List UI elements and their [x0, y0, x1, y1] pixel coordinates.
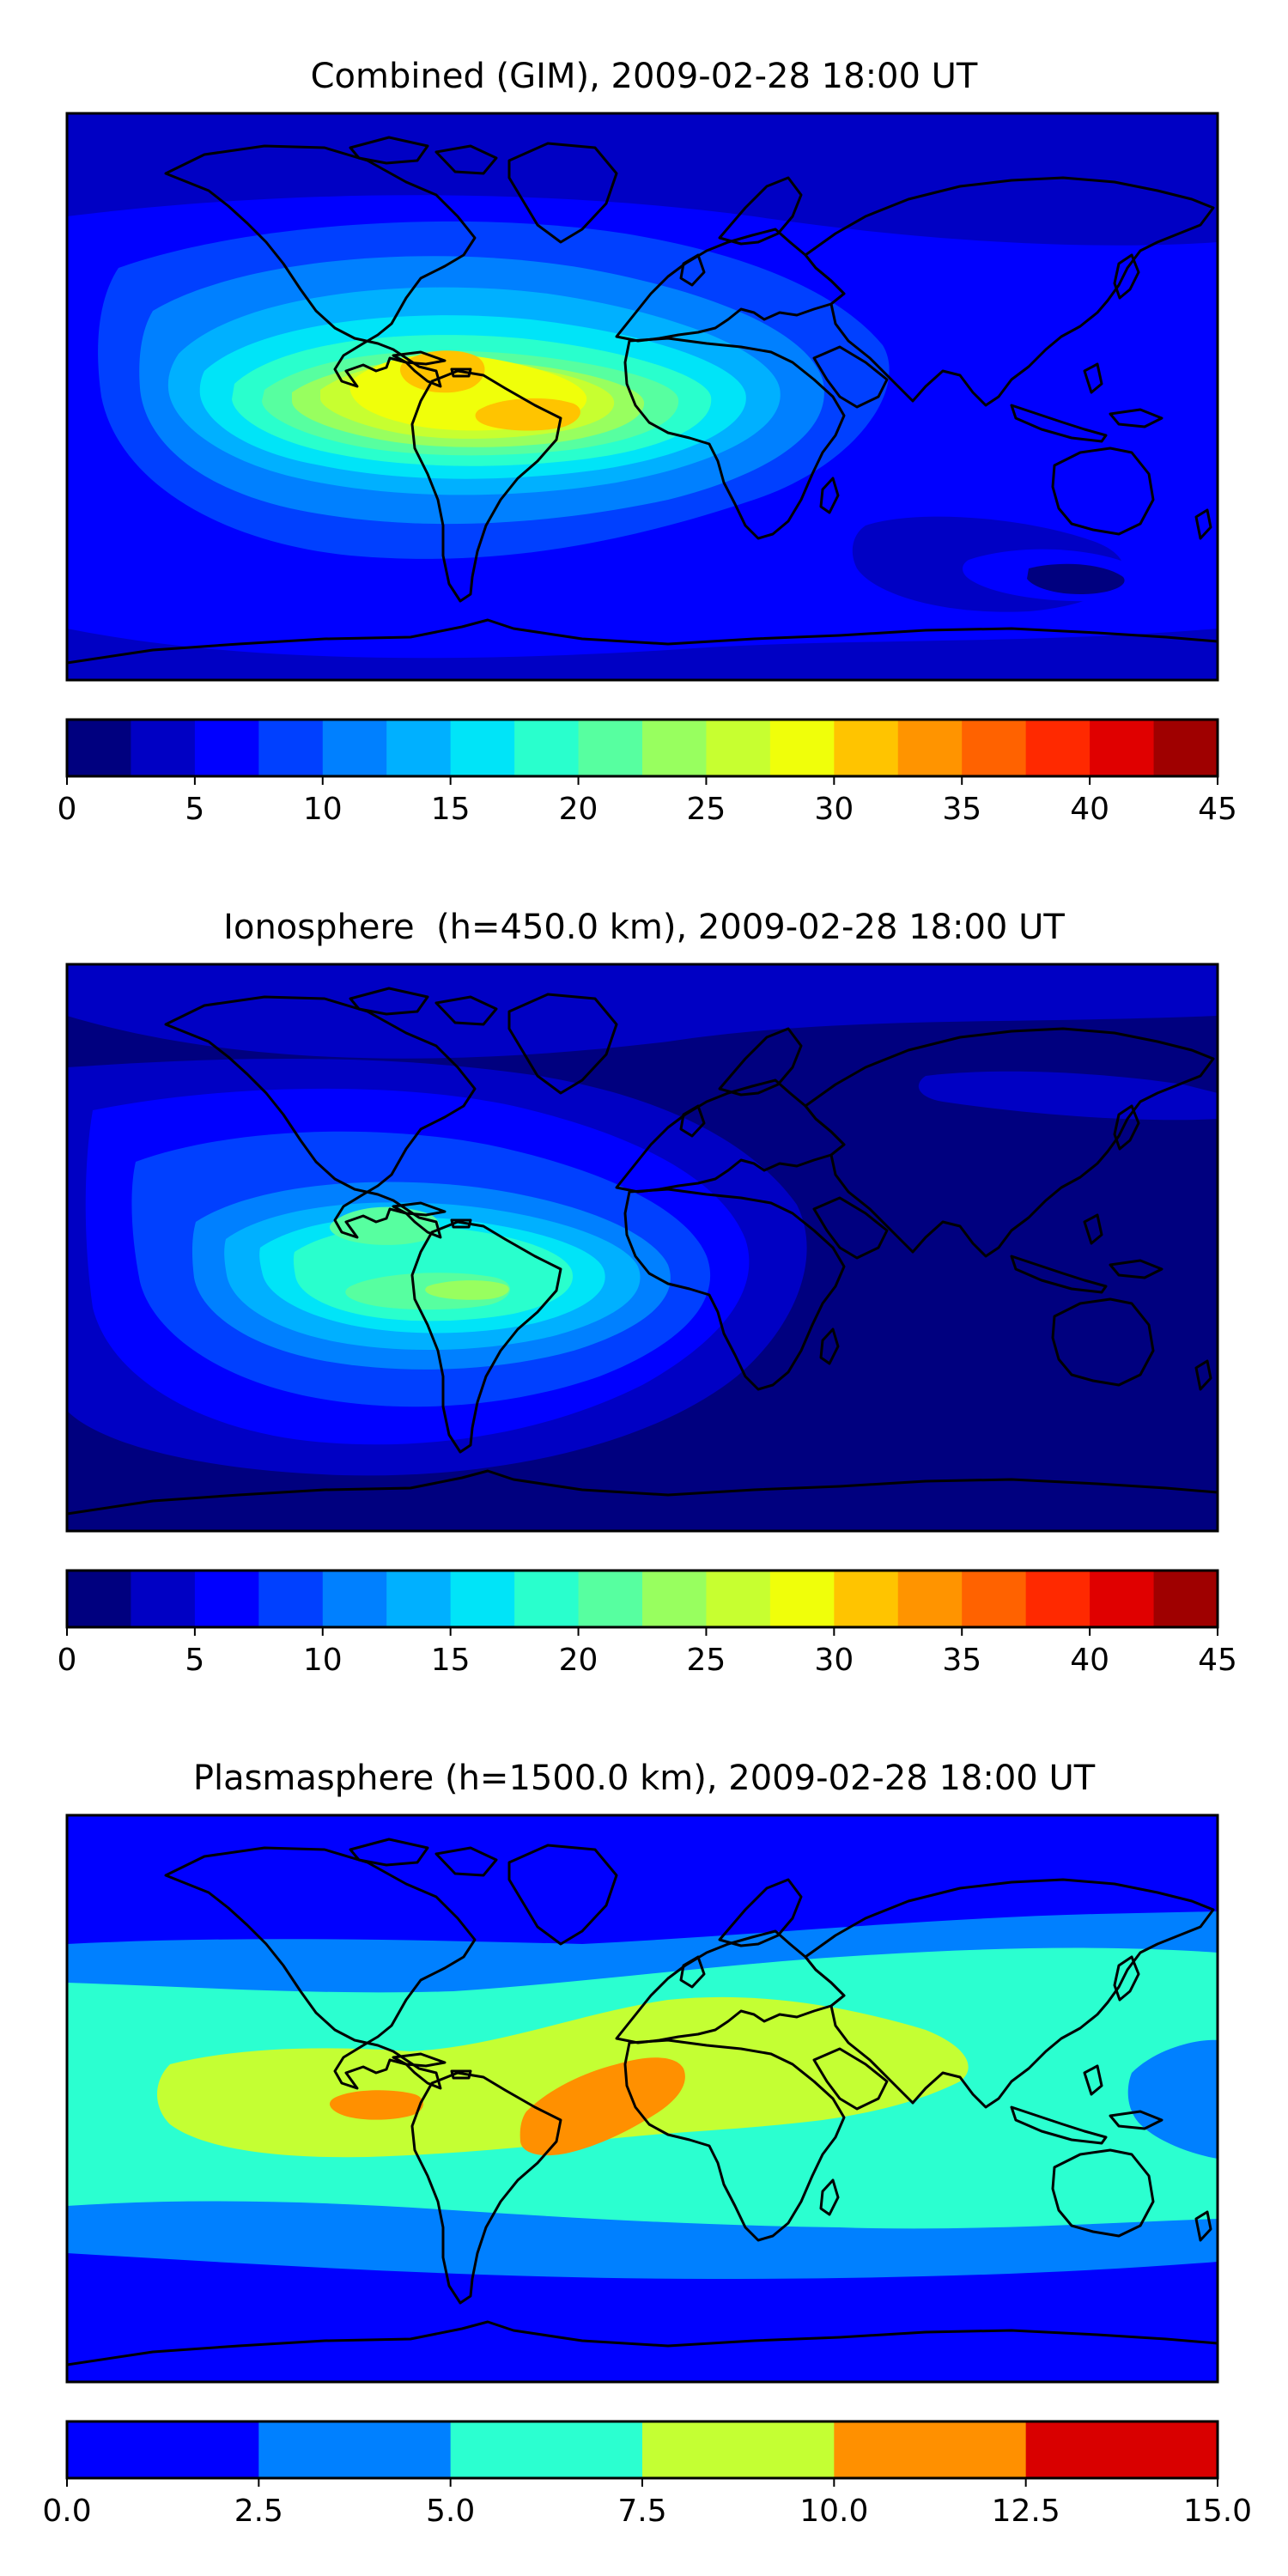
- colorbar-tick-label: 20: [559, 1643, 598, 1678]
- colorbar-tick-label: 5: [185, 1643, 204, 1678]
- chart-title-ionosphere: Ionosphere (h=450.0 km), 2009-02-28 18:0…: [223, 908, 1065, 947]
- colorbar-tick-label: 12.5: [992, 2494, 1060, 2529]
- colorbar-tick-label: 40: [1070, 1643, 1109, 1678]
- colorbar-cell: [67, 1571, 132, 1627]
- tec-level-10-12.5-atlantic: [519, 2057, 685, 2156]
- colorbar-cell: [706, 1571, 771, 1627]
- tec-peak-southeast: [475, 398, 580, 431]
- colorbar-tick-label: 0: [58, 792, 77, 827]
- colorbar-tick-label: 35: [942, 1643, 981, 1678]
- colorbar-cell: [131, 720, 196, 776]
- colorbar-cell: [1025, 720, 1091, 776]
- colorbar-cell: [642, 720, 708, 776]
- colorbar-cell: [1153, 1571, 1218, 1627]
- colorbar-cell: [514, 1571, 580, 1627]
- map-plasmasphere: [65, 1814, 1219, 2384]
- colorbar-cell: [514, 720, 580, 776]
- colorbar-cell: [450, 1571, 515, 1627]
- colorbar-tick-label: 45: [1198, 792, 1237, 827]
- map-frame-combined: [65, 112, 1219, 682]
- colorbar-tick-label: 45: [1198, 1643, 1237, 1678]
- colorbar-cell: [194, 1571, 259, 1627]
- colorbar-tick-label: 15: [431, 1643, 471, 1678]
- colorbar-frame-ionosphere: [65, 1569, 1219, 1629]
- colorbar-cell: [642, 2421, 835, 2478]
- tec-level-22.5-25: [425, 1280, 509, 1300]
- map-frame-ionosphere: [65, 963, 1219, 1533]
- map-ionosphere: [65, 963, 1219, 1533]
- colorbar-cell: [1090, 1571, 1155, 1627]
- colorbar-cell: [386, 1571, 452, 1627]
- colorbar-cell: [578, 1571, 643, 1627]
- colorbar-cell: [258, 1571, 324, 1627]
- colorbar-cell: [1090, 720, 1155, 776]
- colorbar-cell: [450, 720, 515, 776]
- colorbar-tick-label: 40: [1070, 792, 1109, 827]
- colorbar-cell: [897, 1571, 963, 1627]
- colorbar-cell: [322, 720, 387, 776]
- colorbar-tick-label: 10: [303, 792, 343, 827]
- tec-peak-northwest: [399, 350, 485, 393]
- colorbar-cell: [962, 720, 1027, 776]
- tec-level-10-12.5-west: [330, 2090, 424, 2120]
- colorbar-tick-label: 10: [303, 1643, 343, 1678]
- colorbar-cell: [67, 2421, 259, 2478]
- colorbar-cell: [834, 720, 899, 776]
- tec-level-2.5-5-east: [918, 1071, 1218, 1121]
- colorbar-tick-label: 35: [942, 792, 981, 827]
- panel-combined-gim: Combined (GIM), 2009-02-28 18:00 UT: [58, 57, 1237, 827]
- colorbar-cell: [450, 2421, 643, 2478]
- colorbar-cell: [194, 720, 259, 776]
- colorbar-cell: [578, 720, 643, 776]
- colorbar-tick-label: 0.0: [42, 2494, 91, 2529]
- colorbar-tick-label: 15.0: [1183, 2494, 1252, 2529]
- tec-level-2.5-5-east-patch: [1127, 2039, 1218, 2159]
- colorbar-cell: [962, 1571, 1027, 1627]
- colorbar-cell: [642, 1571, 708, 1627]
- tec-level-2.5-5: [67, 964, 1218, 1059]
- colorbar-tick-label: 25: [687, 792, 726, 827]
- colorbar-cell: [258, 2421, 452, 2478]
- colorbar-combined: 0 5 10 15 20 25 30 35 40 45: [58, 718, 1237, 827]
- colorbar-cell: [258, 720, 324, 776]
- colorbar-cell: [834, 1571, 899, 1627]
- colorbar-tick-label: 5.0: [426, 2494, 475, 2529]
- colorbar-cell: [386, 720, 452, 776]
- colorbar-cell: [322, 1571, 387, 1627]
- colorbar-tick-label: 15: [431, 792, 471, 827]
- colorbar-cell: [769, 720, 835, 776]
- colorbar-tick-label: 25: [687, 1643, 726, 1678]
- colorbar-cell: [67, 720, 132, 776]
- colorbar-cell: [1025, 2421, 1218, 2478]
- colorbar-tick-label: 30: [814, 792, 854, 827]
- panel-plasmasphere: Plasmasphere (h=1500.0 km), 2009-02-28 1…: [42, 1759, 1252, 2529]
- colorbar-cell: [131, 1571, 196, 1627]
- tec-low-southern-band: [1027, 563, 1125, 594]
- colorbar-cell: [769, 1571, 835, 1627]
- colorbar-tick-label: 10.0: [799, 2494, 868, 2529]
- colorbar-cell: [834, 2421, 1027, 2478]
- colorbar-frame-combined: [65, 718, 1219, 778]
- colorbar-tick-label: 20: [559, 792, 598, 827]
- colorbar-cell: [897, 720, 963, 776]
- colorbar-tick-label: 0: [58, 1643, 77, 1678]
- colorbar-cell: [1153, 720, 1218, 776]
- colorbar-cell: [706, 720, 771, 776]
- colorbar-cell: [1025, 1571, 1091, 1627]
- colorbar-plasmasphere: 0.0 2.5 5.0 7.5 10.0 12.5 15.0: [42, 2420, 1252, 2529]
- colorbar-tick-label: 7.5: [617, 2494, 666, 2529]
- map-combined-gim: [65, 112, 1219, 682]
- colorbar-ionosphere: 0 5 10 15 20 25 30 35 40 45: [58, 1569, 1237, 1678]
- colorbar-tick-label: 2.5: [234, 2494, 283, 2529]
- colorbar-tick-label: 5: [185, 792, 204, 827]
- chart-title-plasmasphere: Plasmasphere (h=1500.0 km), 2009-02-28 1…: [193, 1759, 1096, 1798]
- colorbar-tick-label: 30: [814, 1643, 854, 1678]
- panel-ionosphere: Ionosphere (h=450.0 km), 2009-02-28 18:0…: [58, 908, 1237, 1678]
- chart-title-combined: Combined (GIM), 2009-02-28 18:00 UT: [311, 57, 978, 96]
- map-frame-plasmasphere: [65, 1814, 1219, 2384]
